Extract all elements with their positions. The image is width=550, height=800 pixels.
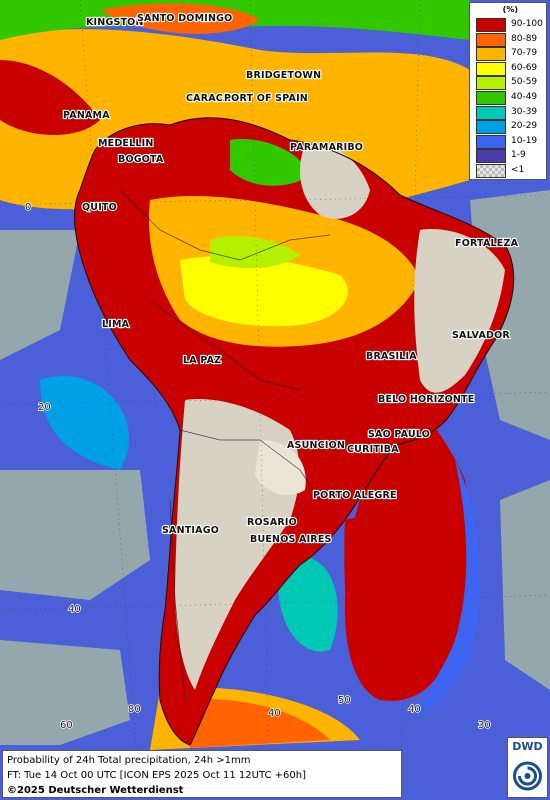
legend-swatch [476, 76, 506, 91]
city-label: BELO HORIZONTE [378, 394, 474, 405]
city-label: CURITIBA [347, 444, 399, 455]
legend-label: 1-9 [511, 150, 526, 161]
legend-label: <1 [511, 165, 525, 175]
legend-label: 90-100 [511, 19, 543, 29]
grid-label: 40 [268, 708, 281, 719]
city-label: SANTIAGO [162, 525, 219, 536]
city-label: PORTO ALEGRE [313, 490, 397, 501]
swirl-icon [513, 761, 542, 791]
legend-swatch [476, 61, 506, 76]
legend-item: 70-79 [476, 47, 546, 62]
caption-title: Probability of 24h Total precipitation, … [7, 755, 251, 766]
legend-label: 30-39 [511, 106, 538, 117]
grid-label: 80 [128, 704, 141, 715]
legend-item: 40-49 [476, 91, 546, 105]
legend-label: 20-29 [511, 121, 538, 132]
legend-swatch [476, 105, 506, 120]
city-label: ROSARIO [247, 517, 297, 528]
city-label: PORT OF SPAIN [224, 93, 308, 104]
legend-item: 20-29 [476, 120, 546, 135]
city-label: QUITO [82, 202, 117, 213]
legend-swatch [476, 47, 506, 62]
legend-swatch [476, 164, 506, 178]
city-label: SANTO DOMINGO [137, 13, 232, 24]
legend-swatch [476, 32, 506, 47]
grid-label: 40 [68, 604, 81, 615]
dwd-logo: DWD [507, 737, 548, 798]
legend-label: 70-79 [511, 48, 538, 59]
legend-item: 60-69 [476, 61, 546, 76]
legend-item: 80-89 [476, 32, 546, 47]
legend-label: 50-59 [511, 77, 538, 88]
legend-item: 1-9 [476, 149, 546, 164]
legend-item: 30-39 [476, 105, 546, 120]
city-label: KINGSTON [86, 17, 144, 28]
city-label: SALVADOR [452, 330, 510, 341]
legend-swatch [476, 149, 506, 164]
legend-label: 80-89 [511, 33, 538, 44]
city-label: FORTALEZA [455, 238, 519, 249]
legend-swatch [476, 134, 506, 149]
legend-label: 40-49 [511, 92, 538, 102]
city-label: CARACAS [186, 93, 238, 104]
legend-item: 10-19 [476, 134, 546, 149]
caption-copyright: ©2025 Deutscher Wetterdienst [7, 785, 184, 796]
city-label: LA PAZ [183, 355, 221, 366]
legend-swatch [476, 18, 506, 32]
legend-item: 50-59 [476, 76, 546, 91]
city-label: BRIDGETOWN [246, 70, 321, 81]
city-label: BRASILIA [366, 351, 417, 362]
city-label: BUENOS AIRES [250, 534, 332, 545]
city-label: BOGOTA [118, 154, 164, 165]
city-label: LIMA [102, 319, 130, 330]
city-label: ASUNCION [287, 440, 345, 451]
legend-label: 60-69 [511, 62, 538, 73]
legend-unit: (%) [502, 5, 518, 14]
legend-item: <1 [476, 164, 546, 178]
dwd-logo-text: DWD [512, 740, 543, 753]
grid-label: 40 [408, 704, 421, 715]
legend-swatch [476, 120, 506, 135]
grid-label: 20 [38, 402, 51, 413]
legend-item: 90-100 [476, 18, 546, 32]
legend-swatch [476, 91, 506, 105]
caption-box: Probability of 24h Total precipitation, … [2, 750, 402, 798]
city-label: PARAMARIBO [290, 142, 363, 153]
city-label: PANAMA [63, 110, 110, 121]
city-labels: KINGSTON SANTO DOMINGO BRIDGETOWN CARACA… [62, 12, 520, 546]
grid-label: 50 [338, 695, 351, 706]
city-label: SAO PAULO [368, 429, 430, 440]
legend-label: 10-19 [511, 135, 538, 146]
city-label: MEDELLIN [98, 138, 154, 149]
grid-label: 30 [478, 720, 491, 731]
legend: (%) 90-100 80-89 70-79 60-69 50-59 40-49 30-39… [469, 2, 547, 180]
caption-forecast-time: FT: Tue 14 Oct 00 UTC [ICON EPS 2025 Oct… [7, 770, 306, 781]
grid-label: 60 [60, 720, 73, 731]
grid-label: 0 [25, 202, 31, 213]
